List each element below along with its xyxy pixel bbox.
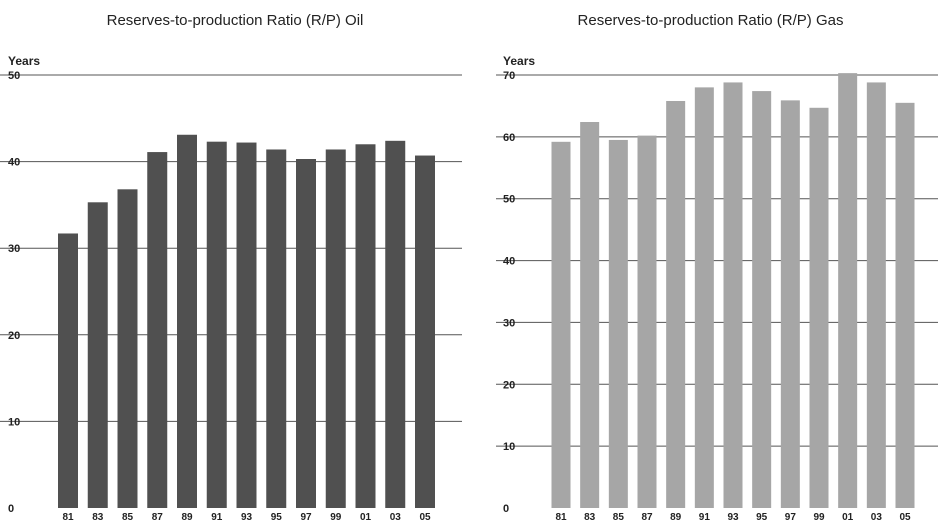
x-tick-label: 81 [555,512,567,523]
chart-title: Reserves-to-production Ratio (R/P) Gas [577,12,844,29]
x-tick-label: 85 [122,512,134,523]
x-tick-label: 89 [181,512,193,523]
y-tick-label: 70 [503,70,515,82]
bar [266,149,287,508]
x-tick-label: 85 [613,512,625,523]
bar [551,141,571,508]
x-tick-label: 05 [899,512,911,523]
bar [838,73,858,508]
x-tick-label: 05 [419,512,431,523]
x-tick-label: 95 [271,512,283,523]
bar [58,233,78,508]
chart-title: Reserves-to-production Ratio (R/P) Oil [106,12,364,29]
y-tick-label: 20 [8,330,20,342]
bar [694,87,714,508]
oil-chart-panel: Reserves-to-production Ratio (R/P) Oil Y… [0,0,470,530]
y-axis-unit-label: Years [8,54,41,68]
y-tick-label: 0 [8,503,14,515]
y-tick-label: 10 [8,416,20,428]
bar [296,159,316,508]
x-tick-label: 03 [390,512,402,523]
x-tick-label: 03 [871,512,883,523]
x-tick-label: 91 [699,512,711,523]
x-tick-label: 99 [330,512,342,523]
x-tick-label: 87 [641,512,653,523]
bar [325,149,346,508]
x-tick-label: 95 [756,512,768,523]
bar [580,122,600,509]
y-tick-label: 40 [503,256,515,268]
y-tick-label: 50 [503,194,515,206]
y-tick-label: 60 [503,132,515,144]
x-tick-label: 81 [62,512,74,523]
x-tick-label: 01 [842,512,854,523]
x-tick-label: 83 [584,512,596,523]
gas-chart-panel: Reserves-to-production Ratio (R/P) Gas Y… [480,0,941,530]
x-tick-label: 01 [360,512,372,523]
x-tick-label: 97 [300,512,312,523]
bar [637,135,657,508]
x-tick-label: 97 [785,512,797,523]
bar [666,100,686,508]
x-tick-label: 91 [211,512,223,523]
x-tick-label: 89 [670,512,682,523]
bar [415,155,435,508]
x-tick-label: 83 [92,512,104,523]
y-tick-label: 30 [503,317,515,329]
bar [87,202,108,508]
y-axis-unit-label: Years [503,54,536,68]
y-tick-label: 40 [8,157,20,169]
bar [895,102,915,508]
y-tick-label: 20 [503,379,515,391]
bar [752,91,772,508]
bar [780,100,800,509]
bar [385,140,406,509]
bar [177,134,197,508]
bar [236,142,257,508]
x-tick-label: 87 [152,512,164,523]
x-tick-label: 93 [241,512,253,523]
x-tick-label: 93 [727,512,739,523]
gas-bar-chart: 0 10 20 30 40 50 60 70 81 83 85 87 89 91 93 95 97 99 01 03 0… [496,70,938,523]
y-tick-label: 30 [8,243,20,255]
y-tick-label: 50 [8,70,20,82]
bar [355,144,376,508]
bar [809,107,829,508]
bar [147,152,168,508]
bar [723,82,743,509]
x-tick-label: 99 [813,512,825,523]
bar [608,139,628,508]
bar [866,82,886,509]
y-tick-label: 10 [503,441,515,453]
bar [117,189,138,508]
oil-bar-chart: 0 10 20 30 40 50 81 83 85 87 89 91 93 95 97 99 01 03 05 [0,70,462,523]
y-tick-label: 0 [503,503,509,515]
bar [206,141,227,508]
